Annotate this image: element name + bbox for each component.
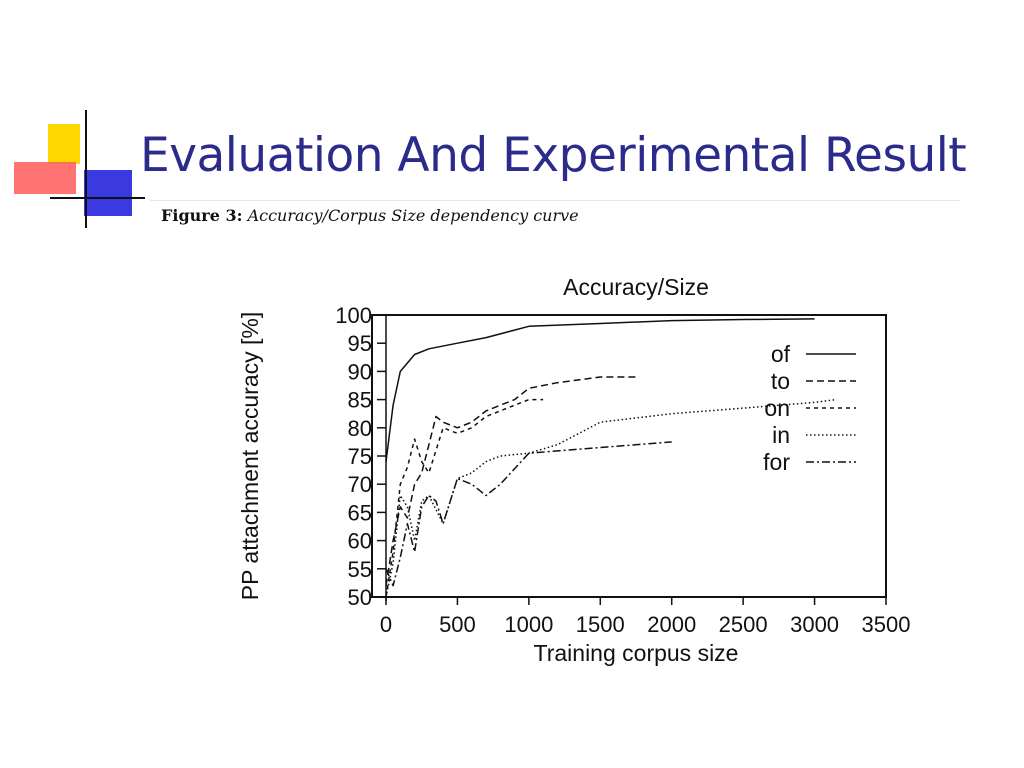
legend-label-for: for [763, 449, 790, 475]
legend-label-to: to [771, 368, 790, 394]
x-tick-label: 3500 [862, 612, 911, 637]
slide-decoration [14, 110, 145, 228]
y-tick-label: 75 [348, 444, 372, 469]
y-axis-label: PP attachment accuracy [%] [237, 312, 263, 601]
x-tick-label: 0 [380, 612, 392, 637]
y-tick-label: 95 [348, 331, 372, 356]
series-lines [385, 318, 837, 598]
plot-frame [371, 314, 887, 598]
legend-label-on: on [764, 395, 790, 421]
series-line-for [385, 441, 672, 587]
series-line-of [385, 318, 815, 462]
y-tick-label: 60 [348, 529, 372, 554]
x-tick-label: 1500 [576, 612, 625, 637]
y-tick-label: 50 [348, 585, 372, 610]
legend-label-of: of [771, 341, 791, 367]
y-tick-label: 100 [335, 303, 372, 328]
slide-title: Evaluation And Experimental Result [140, 128, 967, 183]
series-line-in [385, 398, 837, 598]
caption-label: Figure 3: [161, 206, 243, 225]
y-tick-label: 70 [348, 472, 372, 497]
y-tick-label: 90 [348, 359, 372, 384]
title-divider [150, 200, 960, 201]
x-axis-label: Training corpus size [534, 640, 739, 666]
x-tick-label: 2500 [719, 612, 768, 637]
x-tick-label: 1000 [504, 612, 553, 637]
red-bar [14, 162, 76, 194]
yellow-square [48, 124, 80, 164]
legend-label-in: in [772, 422, 790, 448]
chart-title: Accuracy/Size [563, 274, 709, 300]
series-line-to [385, 376, 636, 586]
blue-bar [84, 170, 132, 216]
x-tick-label: 2000 [647, 612, 696, 637]
series-line-on [385, 398, 544, 598]
y-axis: 50 55 60 65 70 75 80 85 90 95 100 [335, 303, 387, 610]
figure-caption: Figure 3: Accuracy/Corpus Size dependenc… [161, 206, 579, 225]
y-tick-label: 65 [348, 500, 372, 525]
x-tick-label: 3000 [790, 612, 839, 637]
y-tick-label: 55 [348, 557, 372, 582]
caption-text: Accuracy/Corpus Size dependency curve [247, 206, 579, 225]
x-tick-label: 500 [439, 612, 476, 637]
y-tick-label: 80 [348, 416, 372, 441]
x-axis: 0 500 1000 1500 2000 2500 3000 3500 [380, 597, 911, 637]
y-tick-label: 85 [348, 388, 372, 413]
